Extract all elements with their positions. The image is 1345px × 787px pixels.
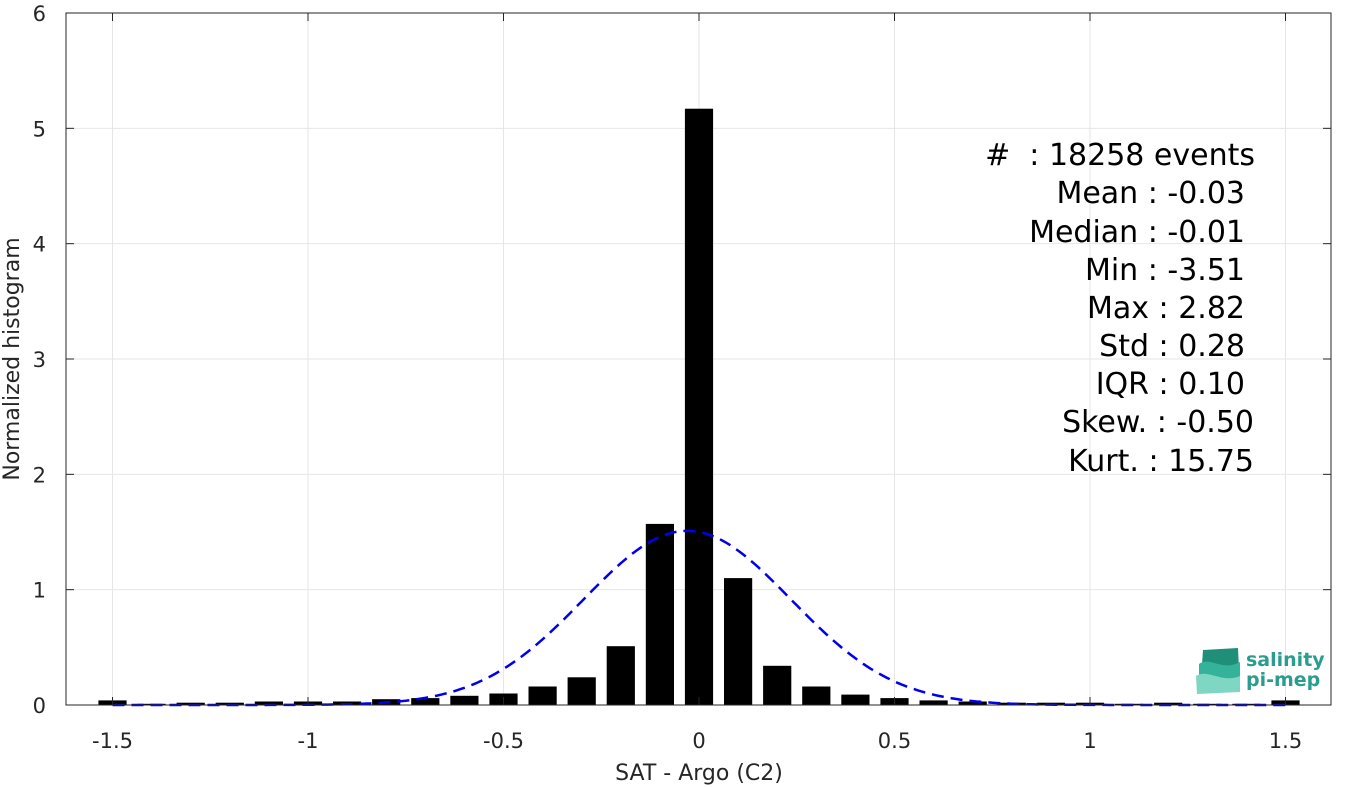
- histogram-bar: [724, 578, 753, 705]
- y-tick-label: 6: [33, 2, 46, 26]
- x-tick-label: 1: [1083, 729, 1096, 753]
- histogram-bar: [411, 698, 440, 705]
- x-tick-label: -1.5: [92, 729, 133, 753]
- stat-min: Min : -3.51: [1085, 253, 1245, 288]
- histogram-bar: [528, 686, 557, 705]
- x-tick-label: 0.5: [878, 729, 911, 753]
- y-axis-ticks: 0 1 2 3 4 5 6: [33, 2, 1331, 718]
- x-tick-label: -0.5: [483, 729, 524, 753]
- y-tick-label: 2: [33, 463, 46, 487]
- histogram-bar: [763, 665, 792, 705]
- x-tick-label: 0: [692, 729, 705, 753]
- histogram-bar: [919, 700, 948, 705]
- y-tick-label: 1: [33, 579, 46, 603]
- histogram-bar: [684, 108, 714, 705]
- stat-skew: Skew. : -0.50: [1062, 405, 1254, 440]
- histogram-bar: [802, 686, 831, 705]
- x-tick-label: -1: [298, 729, 319, 753]
- y-tick-label: 5: [33, 117, 46, 141]
- logo-line2: pi-mep: [1246, 669, 1320, 691]
- stat-median: Median : -0.01: [1029, 215, 1245, 250]
- histogram-bar: [841, 694, 870, 705]
- y-tick-label: 4: [33, 233, 46, 257]
- stat-std: Std : 0.28: [1099, 329, 1245, 364]
- histogram-bar: [606, 646, 635, 705]
- salinity-pi-mep-logo: salinity pi-mep: [1196, 648, 1325, 694]
- salinity-wave-logo-icon: [1196, 648, 1240, 694]
- statistics-box: # : 18258 events Mean : -0.03 Median : -…: [985, 138, 1255, 479]
- y-axis-label: Normalized histogram: [0, 237, 25, 480]
- y-tick-label: 3: [33, 348, 46, 372]
- stat-kurt: Kurt. : 15.75: [1068, 444, 1254, 479]
- x-axis-ticks: -1.5 -1 -0.5 0 0.5 1 1.5: [92, 13, 1302, 753]
- stat-mean: Mean : -0.03: [1056, 176, 1245, 211]
- x-axis-label: SAT - Argo (C2): [615, 761, 783, 786]
- histogram-bar: [567, 677, 596, 705]
- logo-line1: salinity: [1246, 649, 1325, 671]
- stat-iqr: IQR : 0.10: [1096, 367, 1245, 402]
- stat-count: # : 18258 events: [985, 138, 1255, 173]
- histogram-bar: [450, 695, 479, 705]
- y-tick-label: 0: [33, 694, 46, 718]
- histogram-bar: [645, 523, 674, 705]
- histogram-bar: [254, 701, 283, 705]
- stat-max: Max : 2.82: [1087, 291, 1245, 326]
- x-tick-label: 1.5: [1269, 729, 1302, 753]
- histogram-bar: [958, 701, 987, 705]
